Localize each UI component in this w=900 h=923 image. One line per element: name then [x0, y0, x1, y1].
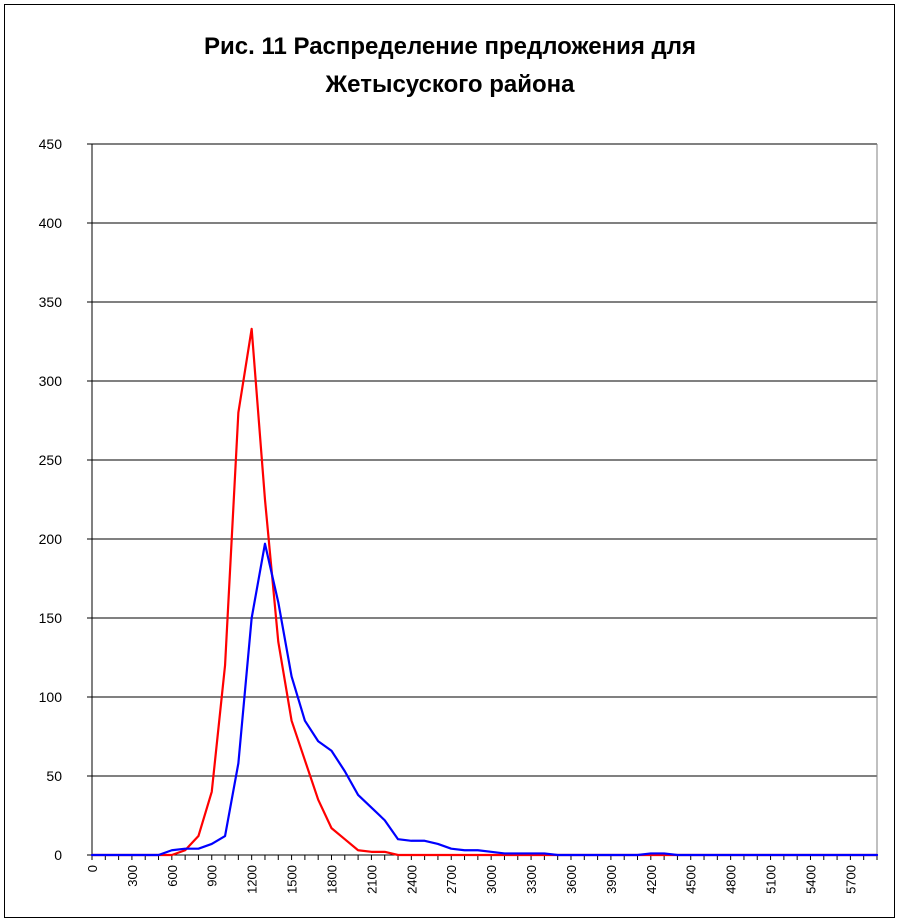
x-tick-label-3000: 3000: [484, 865, 499, 894]
y-tick-label-150: 150: [39, 610, 63, 626]
chart-frame: [4, 4, 895, 918]
x-tick-label-2700: 2700: [444, 865, 459, 894]
x-axis: 0 300 600 900 1200 1500 1800 2100 2400 2700 3000 33…: [85, 855, 878, 894]
y-axis: 0 50 100 150 200 250 300 350 400 450: [39, 136, 92, 863]
y-tick-label-300: 300: [39, 373, 63, 389]
series-line-2: [90, 542, 879, 857]
y-tick-label-350: 350: [39, 294, 63, 310]
chart-title-line-1: Рис. 11 Распределение предложения для: [204, 33, 696, 60]
x-tick-label-1500: 1500: [285, 865, 300, 894]
x-tick-label-5400: 5400: [803, 865, 818, 894]
x-tick-label-600: 600: [165, 865, 180, 887]
chart-title-line-2: Жетысуского района: [325, 71, 575, 98]
x-tick-label-3300: 3300: [524, 865, 539, 894]
x-tick-label-4500: 4500: [684, 865, 699, 894]
x-tick-label-900: 900: [205, 865, 220, 887]
plot-area: [91, 144, 878, 856]
y-tick-label-200: 200: [39, 531, 63, 547]
x-tick-label-2400: 2400: [404, 865, 419, 894]
x-tick-label-3600: 3600: [564, 865, 579, 894]
y-tick-label-250: 250: [39, 452, 63, 468]
x-tick-label-5700: 5700: [843, 865, 858, 894]
x-tick-label-1200: 1200: [245, 865, 260, 894]
x-tick-label-0: 0: [85, 865, 100, 872]
series-lines: [90, 327, 879, 857]
x-tick-label-3900: 3900: [604, 865, 619, 894]
y-tick-label-50: 50: [46, 768, 62, 784]
y-tick-label-400: 400: [39, 215, 63, 231]
y-tick-label-100: 100: [39, 689, 63, 705]
x-tick-label-1800: 1800: [324, 865, 339, 894]
y-tick-label-450: 450: [39, 136, 63, 152]
x-tick-label-2100: 2100: [364, 865, 379, 894]
chart-title: Рис. 11 Распределение предложения для Же…: [0, 28, 900, 104]
x-tick-label-300: 300: [125, 865, 140, 887]
y-tick-label-0: 0: [54, 847, 62, 863]
grid-lines: [92, 143, 877, 777]
x-tick-label-4800: 4800: [724, 865, 739, 894]
x-tick-label-4200: 4200: [644, 865, 659, 894]
x-tick-label-5100: 5100: [764, 865, 779, 894]
